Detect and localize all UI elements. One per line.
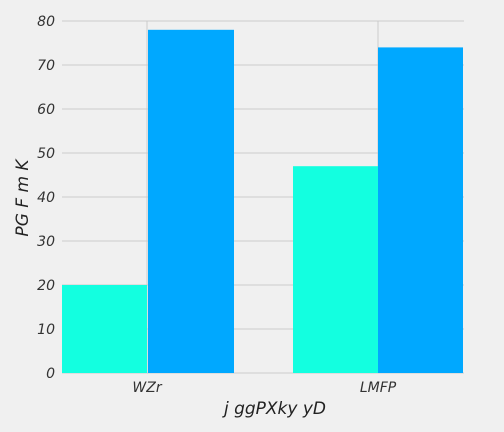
- y-tick-label: 70: [37, 58, 55, 74]
- x-axis-label: j ggPXky yD: [222, 399, 326, 419]
- x-tick-label: LMFP: [360, 380, 397, 396]
- y-tick-label: 80: [37, 14, 55, 30]
- y-tick-label: 20: [37, 278, 55, 294]
- y-tick-label: 40: [37, 190, 55, 206]
- bars: [62, 29, 463, 374]
- bar-lmfp-series-2: [378, 47, 463, 374]
- y-tick-label: 60: [37, 102, 55, 118]
- y-tick-label: 50: [37, 146, 55, 162]
- y-tick-label: 10: [37, 322, 55, 338]
- y-tick-labels: 0 10 20 30 40 50 60 70 80: [37, 14, 55, 382]
- y-tick-label: 0: [46, 366, 55, 382]
- bar-wzr-series-1: [62, 285, 147, 373]
- y-axis-label: PG F m K: [13, 158, 33, 237]
- y-tick-label: 30: [37, 234, 55, 250]
- bar-wzr-series-2: [148, 29, 234, 374]
- x-tick-labels: WZr LMFP: [132, 380, 396, 396]
- x-tick-label: WZr: [132, 380, 162, 396]
- bar-lmfp-series-1: [293, 166, 378, 373]
